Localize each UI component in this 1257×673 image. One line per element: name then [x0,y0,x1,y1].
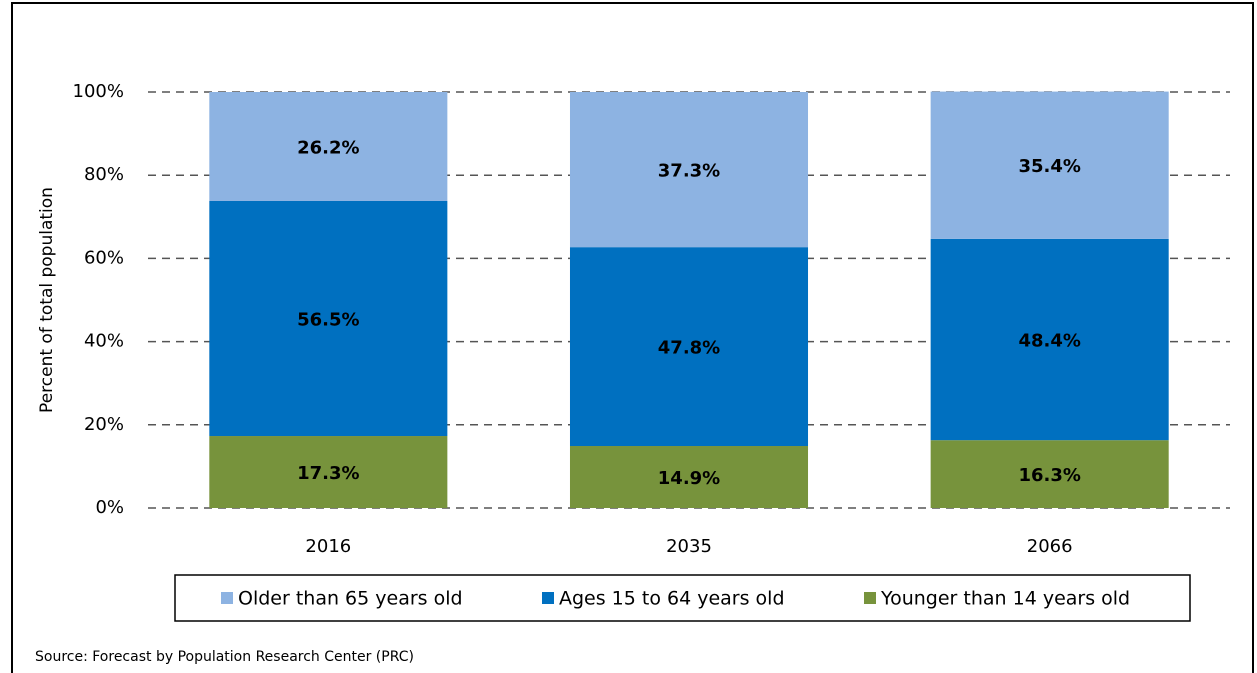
y-tick-label: 40% [84,331,124,352]
y-tick-label: 60% [84,247,124,268]
x-tick-label: 2016 [305,536,351,557]
bar-segment [930,91,1169,239]
data-label: 26.2% [297,137,359,158]
legend-swatch [542,592,554,604]
data-label: 47.8% [658,338,720,359]
bar-segment [209,436,448,508]
data-label: 35.4% [1018,156,1080,177]
y-tick-label: 100% [73,81,124,102]
legend-swatch [221,592,233,604]
chart-border [11,2,1254,673]
data-label: 14.9% [658,468,720,489]
legend-label: Ages 15 to 64 years old [559,588,785,610]
bar-segment [569,247,809,447]
data-label: 17.3% [297,463,359,484]
data-label: 56.5% [297,310,359,331]
x-tick-label: 2066 [1027,536,1073,557]
bar-segment [209,92,448,201]
bar-segment [569,92,809,248]
legend-label: Younger than 14 years old [880,588,1130,610]
legend-swatch [864,592,876,604]
bar-segment [209,200,448,437]
bar-segment [930,238,1169,441]
source-note: Source: Forecast by Population Research … [35,649,414,665]
data-label: 48.4% [1018,331,1080,352]
bar-segment [930,440,1169,508]
y-tick-label: 0% [95,497,124,518]
y-axis-title: Percent of total population [37,187,57,413]
legend-label: Older than 65 years old [238,588,463,610]
data-label: 37.3% [658,161,720,182]
data-label: 16.3% [1018,465,1080,486]
x-tick-label: 2035 [666,536,712,557]
y-tick-label: 20% [84,414,124,435]
legend-box [174,574,1191,622]
bar-segment [569,446,809,508]
y-tick-label: 80% [84,164,124,185]
